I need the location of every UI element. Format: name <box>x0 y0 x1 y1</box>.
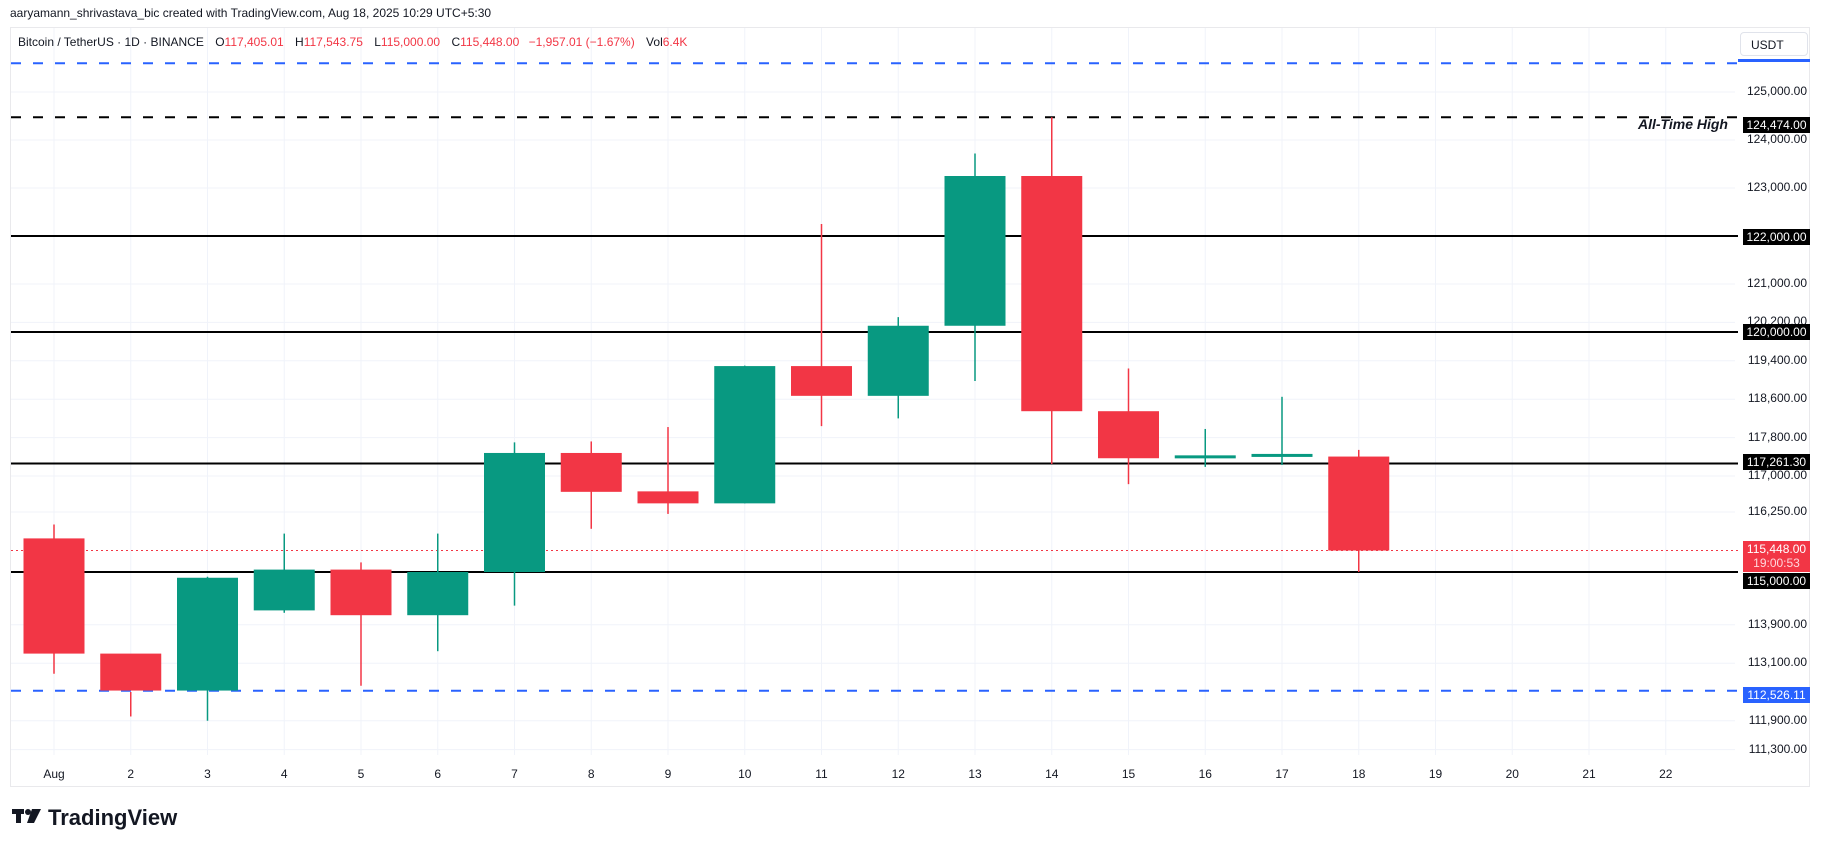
time-tick-label: 13 <box>968 767 982 781</box>
candle-down[interactable] <box>637 491 699 504</box>
time-tick-label: 15 <box>1121 767 1136 781</box>
price-tick-label: 118,600.00 <box>1747 391 1807 406</box>
candle-down[interactable] <box>1098 411 1159 459</box>
price-tick-label: 116,250.00 <box>1747 504 1807 518</box>
price-tick-label: 125,000.00 <box>1746 84 1807 98</box>
all-time-high-label: All-Time High <box>1638 116 1728 132</box>
support-112526-tag: 112,526.11 <box>1743 687 1810 703</box>
low-value: 115,000.00 <box>380 35 441 49</box>
candle-down[interactable] <box>1021 176 1083 412</box>
candle-down[interactable] <box>23 538 85 654</box>
chart-frame <box>10 27 1810 787</box>
symbol-legend: Bitcoin / TetherUS · 1D · BINANCE O117,4… <box>18 35 688 49</box>
time-tick-label: 20 <box>1505 767 1519 781</box>
candle-up[interactable] <box>484 452 545 572</box>
time-tick-label: 4 <box>280 767 288 781</box>
candle-down[interactable] <box>100 653 162 691</box>
tradingview-logo: TradingView <box>12 805 177 831</box>
price-tick-label: 121,000.00 <box>1746 276 1807 290</box>
support-117261-tag: 117,261.30 <box>1743 454 1810 470</box>
currency-underline <box>1738 59 1810 62</box>
price-tick-label: 119,400.00 <box>1747 352 1807 367</box>
price-tick-label: 111,300.00 <box>1748 741 1807 756</box>
last-price-tag: 115,448.00 19:00:53 <box>1743 541 1810 572</box>
tradingview-logo-icon <box>12 805 42 831</box>
time-tick-label: 8 <box>587 767 595 781</box>
price-tick-label: 124,000.00 <box>1746 132 1807 146</box>
tradingview-logo-text: TradingView <box>48 805 178 830</box>
time-tick-label: 6 <box>434 767 442 781</box>
close-value: 115,448.00 <box>460 35 520 49</box>
candle-down[interactable] <box>560 452 622 492</box>
candle-up[interactable] <box>867 325 929 396</box>
chart-credit: aaryamann_shrivastava_bic created with T… <box>10 6 492 20</box>
symbol-name[interactable]: Bitcoin / TetherUS · 1D · BINANCE <box>18 35 204 49</box>
time-tick-label: 12 <box>891 767 905 781</box>
candle-up[interactable] <box>944 176 1006 326</box>
price-tick-label: 111,900.00 <box>1748 712 1807 727</box>
price-tick-label: 123,000.00 <box>1746 180 1807 194</box>
time-tick-label: 5 <box>357 767 365 781</box>
bar-countdown: 19:00:53 <box>1753 556 1800 570</box>
last-price: 115,448.00 <box>1746 542 1807 556</box>
support-115000-tag: 115,000.00 <box>1743 573 1810 589</box>
candle-up[interactable] <box>177 577 238 691</box>
time-tick-label: 7 <box>511 767 518 781</box>
candle-down[interactable] <box>791 366 852 396</box>
time-tick-label: 3 <box>204 767 211 781</box>
time-tick-label: 19 <box>1428 767 1443 781</box>
time-tick-label: 14 <box>1045 767 1059 781</box>
time-tick-label: 11 <box>815 767 828 781</box>
candle-down[interactable] <box>330 569 392 616</box>
price-tick-label: 113,900.00 <box>1747 616 1807 631</box>
volume-value: 6.4K <box>662 35 688 49</box>
candle-up[interactable] <box>407 572 469 616</box>
currency-selector[interactable]: USDT <box>1740 32 1808 56</box>
price-tick-label: 117,800.00 <box>1747 429 1807 444</box>
time-tick-label: 9 <box>664 767 672 781</box>
resistance-122000-tag: 122,000.00 <box>1743 229 1810 245</box>
candle-up[interactable] <box>253 569 315 611</box>
time-tick-label: 2 <box>127 767 135 781</box>
change-value: −1,957.01 (−1.67%) <box>528 35 635 49</box>
high-value: 117,543.75 <box>303 35 363 49</box>
time-tick-label: Aug <box>43 767 65 781</box>
time-tick-label: 22 <box>1659 767 1673 781</box>
time-tick-label: 18 <box>1352 767 1366 781</box>
resistance-120000-tag: 120,000.00 <box>1743 324 1810 340</box>
price-tick-label: 113,100.00 <box>1747 655 1807 670</box>
candle-up[interactable] <box>1251 453 1313 457</box>
open-value: 117,405.01 <box>224 35 284 49</box>
time-tick-label: 16 <box>1198 767 1212 781</box>
candle-down[interactable] <box>1328 456 1390 551</box>
ath-price-tag: 124,474.00 <box>1743 117 1810 133</box>
time-tick-label: 10 <box>738 767 752 781</box>
candle-up[interactable] <box>1174 455 1236 459</box>
time-tick-label: 21 <box>1582 767 1596 781</box>
candle-up[interactable] <box>714 366 776 504</box>
price-tick-label: 117,000.00 <box>1747 468 1807 482</box>
time-tick-label: 17 <box>1275 767 1289 781</box>
